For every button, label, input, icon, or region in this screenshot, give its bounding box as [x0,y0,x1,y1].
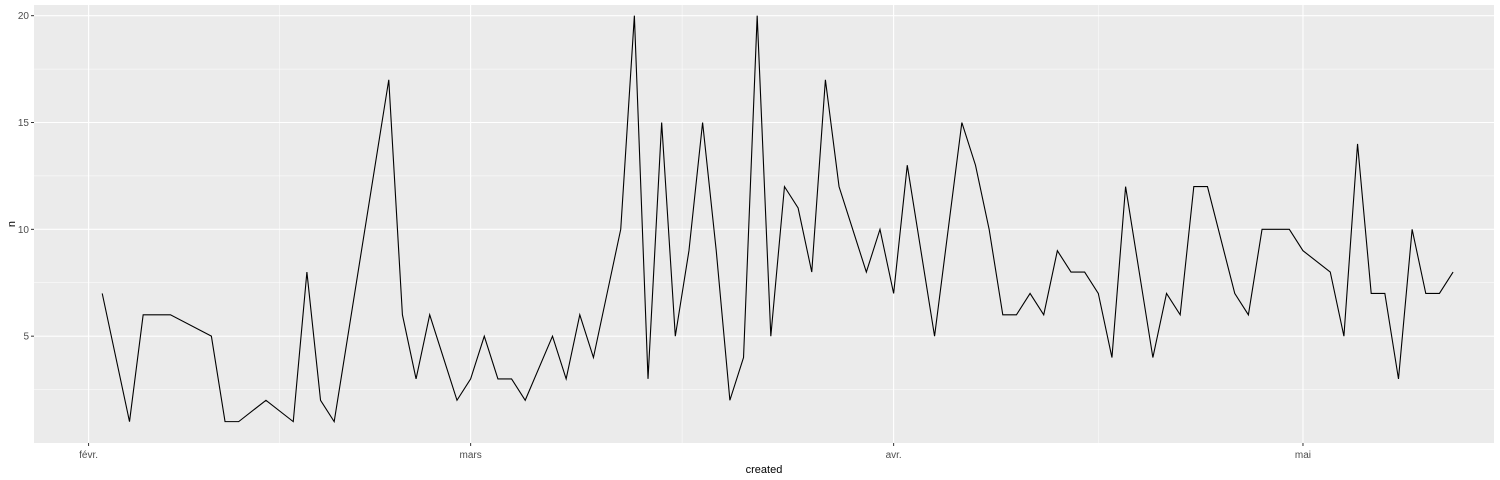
x-tick-label: avr. [886,450,902,461]
x-axis-title: created [746,464,783,476]
y-axis-title: n [6,221,18,227]
x-tick-label: févr. [79,450,98,461]
plot-panel [34,5,1494,443]
y-tick-label: 20 [18,11,30,22]
y-tick-label: 5 [23,332,29,343]
y-tick-label: 10 [18,225,30,236]
x-tick-label: mai [1295,450,1311,461]
x-axis-ticks: févr. mars avr. mai [79,443,1311,461]
y-tick-label: 15 [18,118,30,129]
major-gridlines [34,5,1494,443]
x-tick-label: mars [460,450,482,461]
series-line [101,15,1454,424]
y-axis-ticks: 5 10 15 20 [18,11,34,343]
